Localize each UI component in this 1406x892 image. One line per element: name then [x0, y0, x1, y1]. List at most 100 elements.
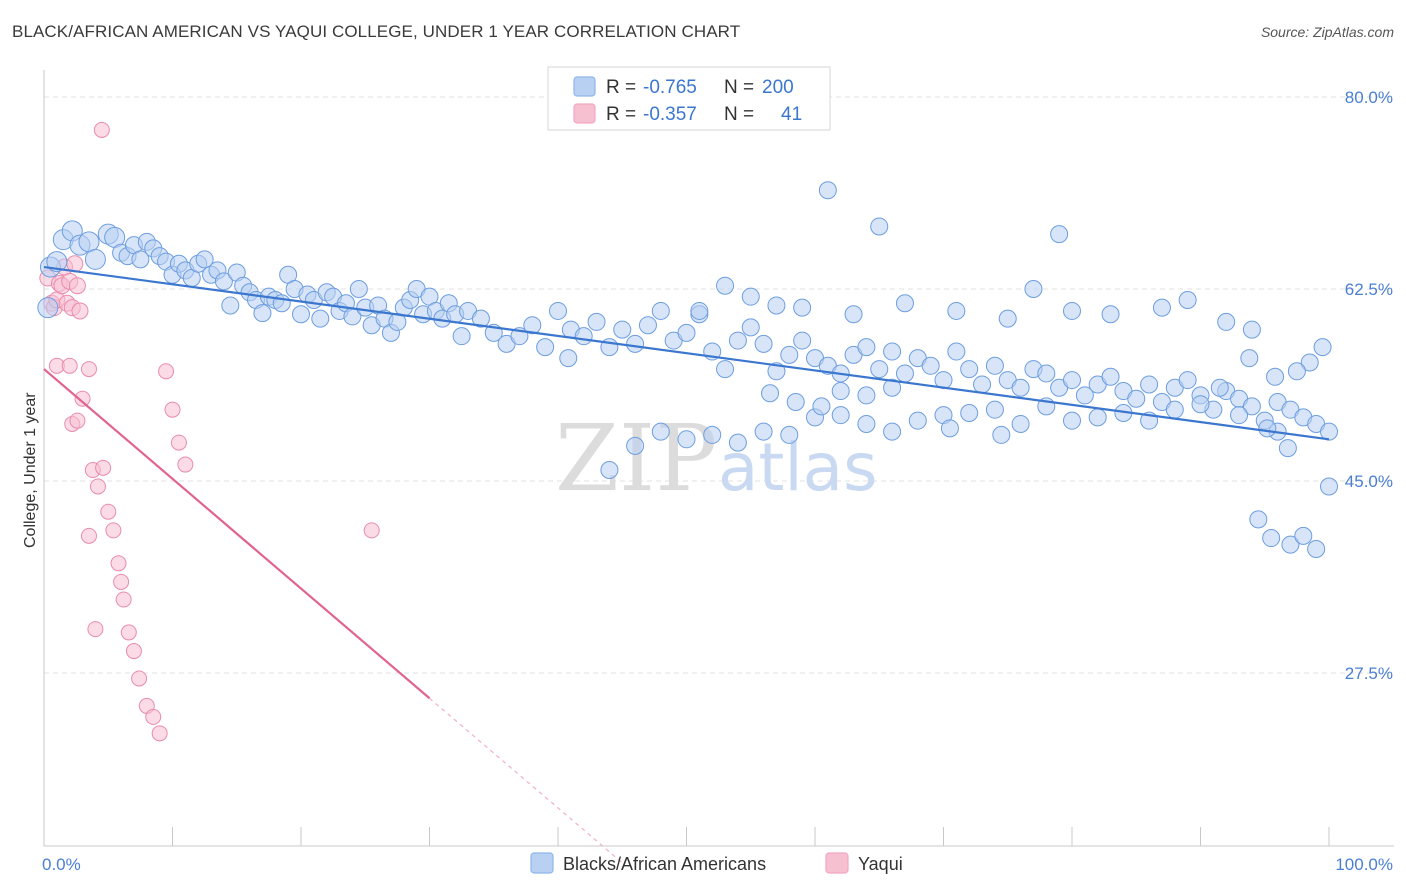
yaqui-point	[74, 390, 91, 407]
blacks-point	[253, 304, 272, 323]
blacks-point	[452, 327, 471, 346]
blacks-point	[651, 422, 670, 441]
blacks-point	[626, 436, 645, 455]
yaqui-point	[80, 527, 97, 544]
blacks-point	[1063, 301, 1081, 320]
blacks-trend-line	[43, 265, 1330, 441]
blacks-point	[767, 362, 786, 381]
chart-title: BLACK/AFRICAN AMERICAN VS YAQUI COLLEGE,…	[12, 22, 741, 41]
blacks-point	[960, 360, 979, 379]
blacks-point	[37, 297, 59, 319]
blacks-point	[1152, 298, 1171, 317]
y-tick-labels: 27.5% 45.0% 62.5% 80.0%	[1345, 88, 1393, 683]
blacks-point	[677, 323, 696, 342]
blacks-point	[1313, 338, 1332, 357]
blacks-point	[1210, 378, 1229, 397]
blacks-point	[1011, 414, 1030, 433]
blacks-point	[549, 301, 567, 320]
blacks-point	[728, 331, 747, 350]
blacks-point	[908, 411, 927, 430]
yaqui-point	[363, 522, 380, 539]
yaqui-point	[71, 302, 89, 320]
blacks-point	[780, 425, 799, 444]
x-tick-labels: 0.0% 100.0%	[42, 855, 1393, 874]
blacks-point	[471, 309, 490, 328]
yaqui-point	[164, 401, 181, 418]
yaqui-point	[115, 591, 132, 608]
blacks-point	[84, 248, 106, 270]
blacks-point	[1287, 362, 1306, 381]
blacks-point	[638, 316, 657, 335]
blacks-point	[1266, 367, 1285, 386]
legend-n-label: N =	[724, 104, 754, 125]
legend-n-label: N =	[724, 77, 754, 98]
yaqui-trend-line	[43, 368, 431, 700]
blacks-point	[1178, 371, 1197, 390]
blacks-point	[677, 430, 696, 449]
legend-r-value: -0.357	[643, 104, 697, 125]
blacks-point	[78, 231, 100, 253]
blacks-point	[131, 250, 150, 269]
blacks-point	[1300, 353, 1319, 372]
top-legend: R = -0.765 N = 200 R = -0.357 N = 41	[547, 66, 831, 131]
legend-n-value: 200	[762, 77, 794, 98]
blacks-point	[754, 422, 773, 441]
blacks-point	[195, 250, 214, 269]
yaqui-point	[61, 357, 78, 374]
blacks-point	[1037, 364, 1056, 383]
bottom-legend-swatch-blue	[530, 852, 554, 874]
blacks-point	[741, 287, 760, 306]
blacks-point	[786, 393, 805, 412]
blacks-point	[883, 378, 902, 397]
blacks-point	[523, 316, 542, 335]
yaqui-point	[80, 361, 97, 378]
yaqui-point	[110, 555, 127, 572]
blacks-point	[311, 309, 330, 328]
legend-r-label: R =	[606, 104, 636, 125]
blacks-point	[1240, 349, 1259, 368]
blacks-point	[793, 298, 812, 317]
blacks-point	[536, 338, 555, 357]
blacks-point	[895, 364, 914, 383]
y-axis-label: College, Under 1 year	[22, 392, 39, 548]
blacks-point	[1127, 389, 1146, 408]
blacks-point	[985, 400, 1004, 419]
blacks-point	[831, 406, 850, 425]
blacks-point	[973, 375, 992, 394]
blacks-point	[703, 425, 722, 444]
legend-n-value: 41	[781, 104, 802, 125]
blacks-point	[1217, 312, 1236, 331]
blacks-point	[690, 301, 709, 320]
blacks-point	[651, 301, 670, 320]
blacks-point	[1320, 422, 1338, 441]
y-tick-label: 45.0%	[1345, 472, 1393, 491]
blacks-point	[793, 331, 812, 350]
blacks-point	[857, 414, 876, 433]
yaqui-point	[105, 522, 122, 539]
blacks-point	[780, 345, 799, 364]
y-tick-label: 27.5%	[1345, 664, 1393, 683]
blacks-point	[1230, 406, 1249, 425]
blacks-point	[857, 338, 876, 357]
blacks-point	[895, 294, 914, 313]
blacks-point	[992, 425, 1011, 444]
blacks-point	[1140, 375, 1159, 394]
blacks-point	[716, 276, 735, 295]
blacks-point	[587, 312, 606, 331]
bottom-legend-label: Yaqui	[858, 854, 903, 874]
legend-swatch-blue	[573, 76, 596, 97]
blacks-point	[716, 360, 735, 379]
legend-swatch-pink	[573, 103, 596, 124]
yaqui-point	[131, 670, 148, 687]
trend-lines	[43, 265, 1330, 864]
watermark-zip: ZIP	[555, 405, 717, 512]
blacks-point	[46, 251, 68, 273]
blacks-point	[1191, 395, 1210, 414]
blacks-point	[1249, 510, 1268, 529]
blacks-point	[1262, 529, 1281, 548]
blacks-point	[559, 349, 578, 368]
blacks-point	[921, 356, 940, 375]
blacks-point	[741, 318, 760, 337]
blacks-point	[998, 309, 1017, 328]
